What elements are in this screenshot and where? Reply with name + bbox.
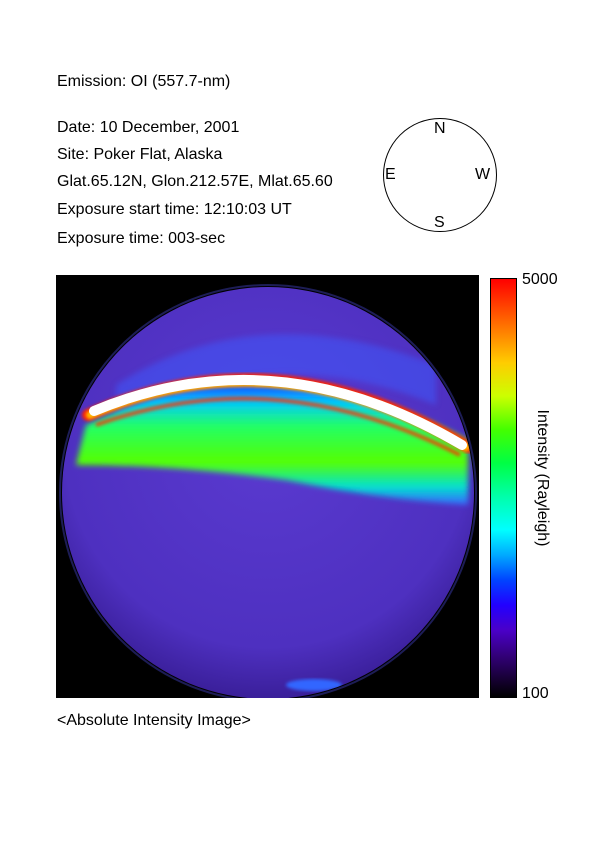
site-label: Site: Poker Flat, Alaska xyxy=(57,146,223,163)
compass: N S E W xyxy=(383,118,497,232)
colorbar-min-label: 100 xyxy=(522,685,549,702)
exposure-time-label: Exposure time: 003-sec xyxy=(57,230,226,247)
exposure-start-label: Exposure start time: 12:10:03 UT xyxy=(57,201,292,218)
all-sky-image-graphic xyxy=(56,275,479,698)
image-caption: <Absolute Intensity Image> xyxy=(57,712,251,729)
date-label: Date: 10 December, 2001 xyxy=(57,119,240,136)
all-sky-image xyxy=(56,275,479,698)
coordinates-label: Glat.65.12N, Glon.212.57E, Mlat.65.60 xyxy=(57,173,333,190)
compass-west: W xyxy=(475,166,491,183)
colorbar-title: Intensity (Rayleigh) xyxy=(534,409,551,547)
compass-east: E xyxy=(385,166,396,183)
compass-ring xyxy=(383,118,497,232)
compass-north: N xyxy=(434,120,446,137)
emission-label: Emission: OI (557.7-nm) xyxy=(57,73,231,90)
intensity-colorbar xyxy=(490,278,517,698)
colorbar-max-label: 5000 xyxy=(522,271,558,288)
compass-south: S xyxy=(434,214,445,231)
